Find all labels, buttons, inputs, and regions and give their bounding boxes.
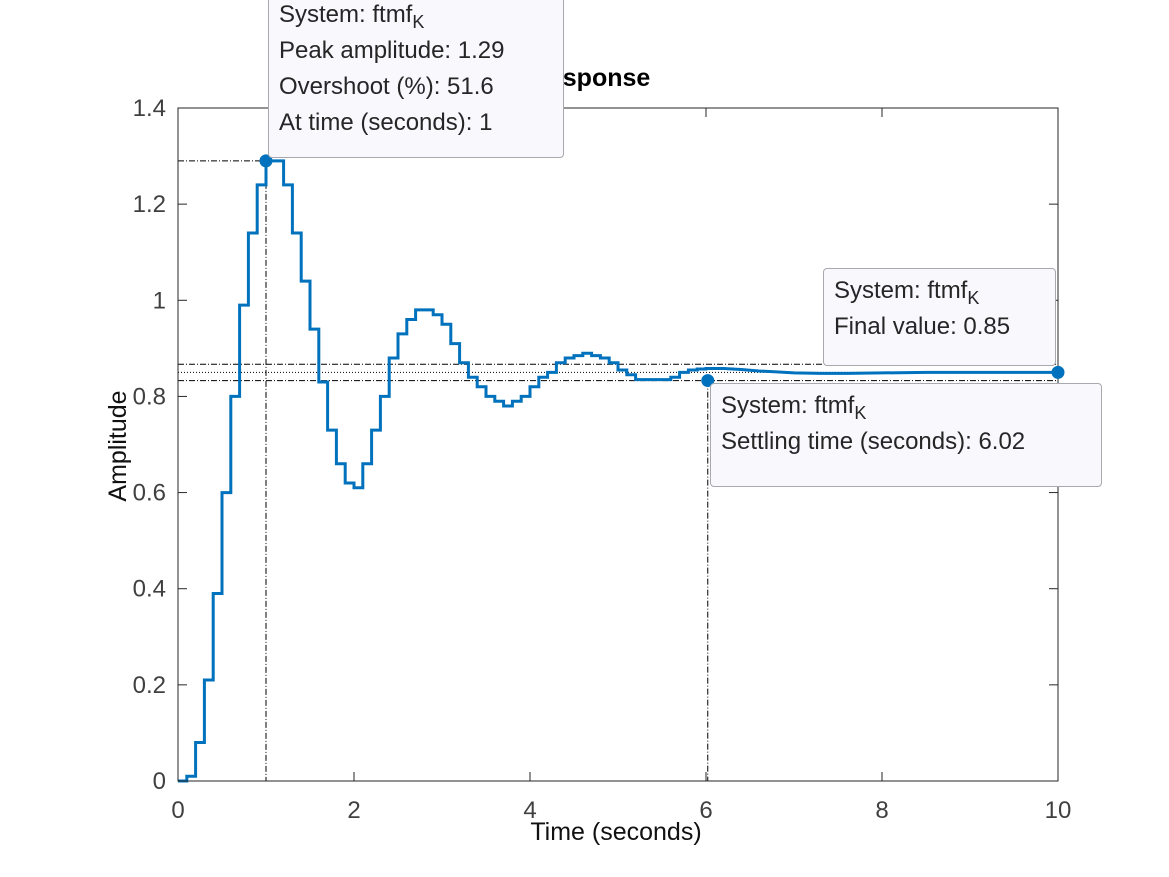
final-value-datatip[interactable]: System: ftmfK Final value: 0.85 <box>823 268 1056 366</box>
peak-marker[interactable] <box>259 154 273 168</box>
final-datatip-system-label: System: ftmf <box>834 277 968 304</box>
final-marker[interactable] <box>1051 365 1065 379</box>
settling-datatip-time: Settling time (seconds): 6.02 <box>721 428 1026 455</box>
peak-datatip-system: System: ftmfK <box>279 0 553 33</box>
final-datatip-value: Final value: 0.85 <box>834 313 1011 340</box>
x-tick-label-3: 6 <box>699 797 712 824</box>
axis-ticks: 0 2 4 6 8 10 0 0.2 0.4 0.6 0.8 1 1.2 1.4 <box>133 95 1072 824</box>
y-tick-label-1: 0.2 <box>133 672 166 699</box>
x-tick-label-1: 2 <box>347 797 360 824</box>
y-tick-label-4: 0.8 <box>133 383 166 410</box>
x-axis-label: Time (seconds) <box>530 818 701 846</box>
y-tick-label-7: 1.4 <box>133 95 166 122</box>
final-datatip-system-sub: K <box>967 288 980 308</box>
step-response-line-0[interactable] <box>178 159 1058 783</box>
settling-datatip-system-label: System: ftmf <box>721 392 855 419</box>
peak-datatip-overshoot: Overshoot (%): 51.6 <box>279 73 494 100</box>
peak-datatip-system-sub: K <box>412 12 425 32</box>
peak-datatip[interactable]: System: ftmfK Peak amplitude: 1.29 Overs… <box>268 0 564 158</box>
x-tick-label-0: 0 <box>171 797 184 824</box>
y-tick-label-2: 0.4 <box>133 576 166 603</box>
y-tick-label-6: 1.2 <box>133 191 166 218</box>
x-tick-label-5: 10 <box>1045 797 1072 824</box>
x-tick-label-2: 4 <box>523 797 536 824</box>
settling-datatip-system-sub: K <box>854 403 867 423</box>
peak-datatip-time: At time (seconds): 1 <box>279 109 493 136</box>
peak-datatip-amplitude: Peak amplitude: 1.29 <box>279 37 505 64</box>
x-tick-label-4: 8 <box>875 797 888 824</box>
peak-datatip-system-label: System: ftmf <box>279 1 413 28</box>
series-layer <box>178 159 1058 783</box>
y-axis-label: Amplitude <box>104 390 132 501</box>
annotation-markers <box>259 154 1065 388</box>
settling-time-datatip[interactable]: System: ftmfK Settling time (seconds): 6… <box>710 383 1102 487</box>
final-datatip-system: System: ftmfK <box>834 273 1045 309</box>
y-tick-label-5: 1 <box>153 287 166 314</box>
y-tick-label-0: 0 <box>153 768 166 795</box>
y-tick-label-3: 0.6 <box>133 480 166 507</box>
settling-datatip-system: System: ftmfK <box>721 388 1091 424</box>
